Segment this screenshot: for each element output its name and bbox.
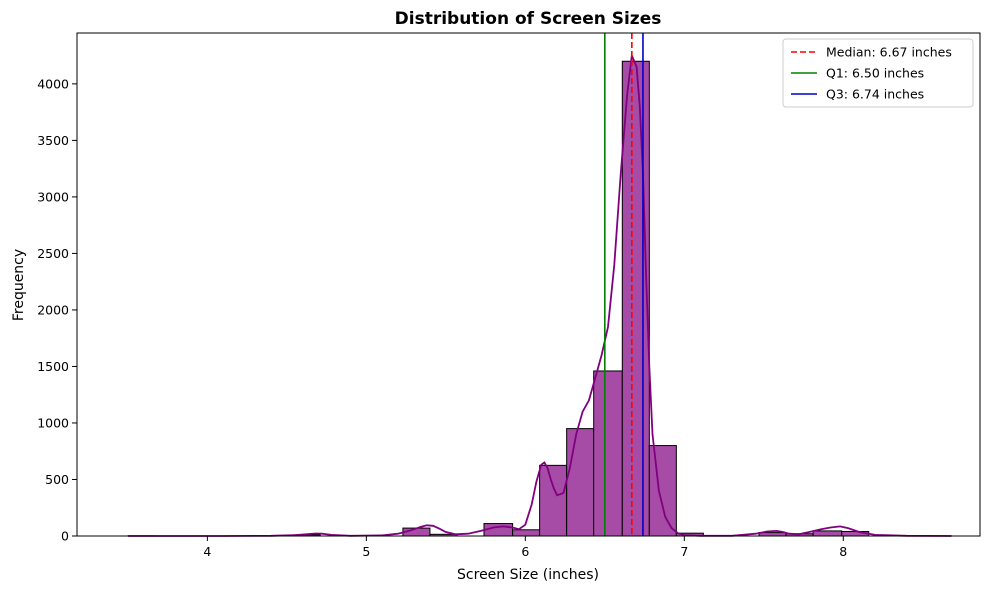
legend: Median: 6.67 inches Q1: 6.50 inches Q3: 6.… (782, 38, 974, 108)
legend-median-label: Median: 6.67 inches (826, 45, 952, 60)
x-tick-label: 8 (839, 544, 847, 559)
x-tick-label: 5 (362, 544, 370, 559)
x-tick-label: 6 (521, 544, 529, 559)
plot-frame (76, 32, 981, 537)
y-tick-label: 2000 (37, 302, 69, 317)
y-axis-ticks: 0 500 1000 1500 2000 2500 3000 3500 4000 (37, 76, 77, 544)
legend-box (782, 38, 974, 108)
histogram-bar-15 (539, 464, 568, 537)
legend-q3-label: Q3: 6.74 inches (826, 87, 924, 102)
y-tick-label: 1000 (37, 415, 69, 430)
y-tick-label: 1500 (37, 359, 69, 374)
histogram-bar-17 (593, 370, 623, 537)
histogram-bars (127, 60, 952, 537)
x-axis-ticks: 4 5 6 7 8 (203, 536, 847, 559)
y-tick-label: 0 (61, 529, 69, 544)
kde-curve (127, 52, 952, 537)
legend-q1-label: Q1: 6.50 inches (826, 66, 924, 81)
y-tick-label: 500 (45, 472, 69, 487)
histogram-bar-14 (512, 529, 541, 537)
quartile-lines (604, 33, 644, 536)
x-axis-label: Screen Size (inches) (457, 567, 599, 583)
y-tick-label: 3000 (37, 189, 69, 204)
y-axis-label: Frequency (11, 249, 27, 321)
histogram-bar-16 (566, 428, 595, 537)
y-tick-label: 3500 (37, 133, 69, 148)
histogram-bar-25 (812, 530, 843, 537)
x-tick-label: 7 (680, 544, 688, 559)
chart-title: Distribution of Screen Sizes (395, 9, 662, 29)
histogram-bar-18 (621, 60, 650, 537)
y-tick-label: 4000 (37, 76, 69, 91)
histogram-bar-19 (648, 445, 677, 537)
y-tick-label: 2500 (37, 246, 69, 261)
kde-curve-group (127, 52, 952, 537)
x-tick-label: 4 (203, 544, 211, 559)
